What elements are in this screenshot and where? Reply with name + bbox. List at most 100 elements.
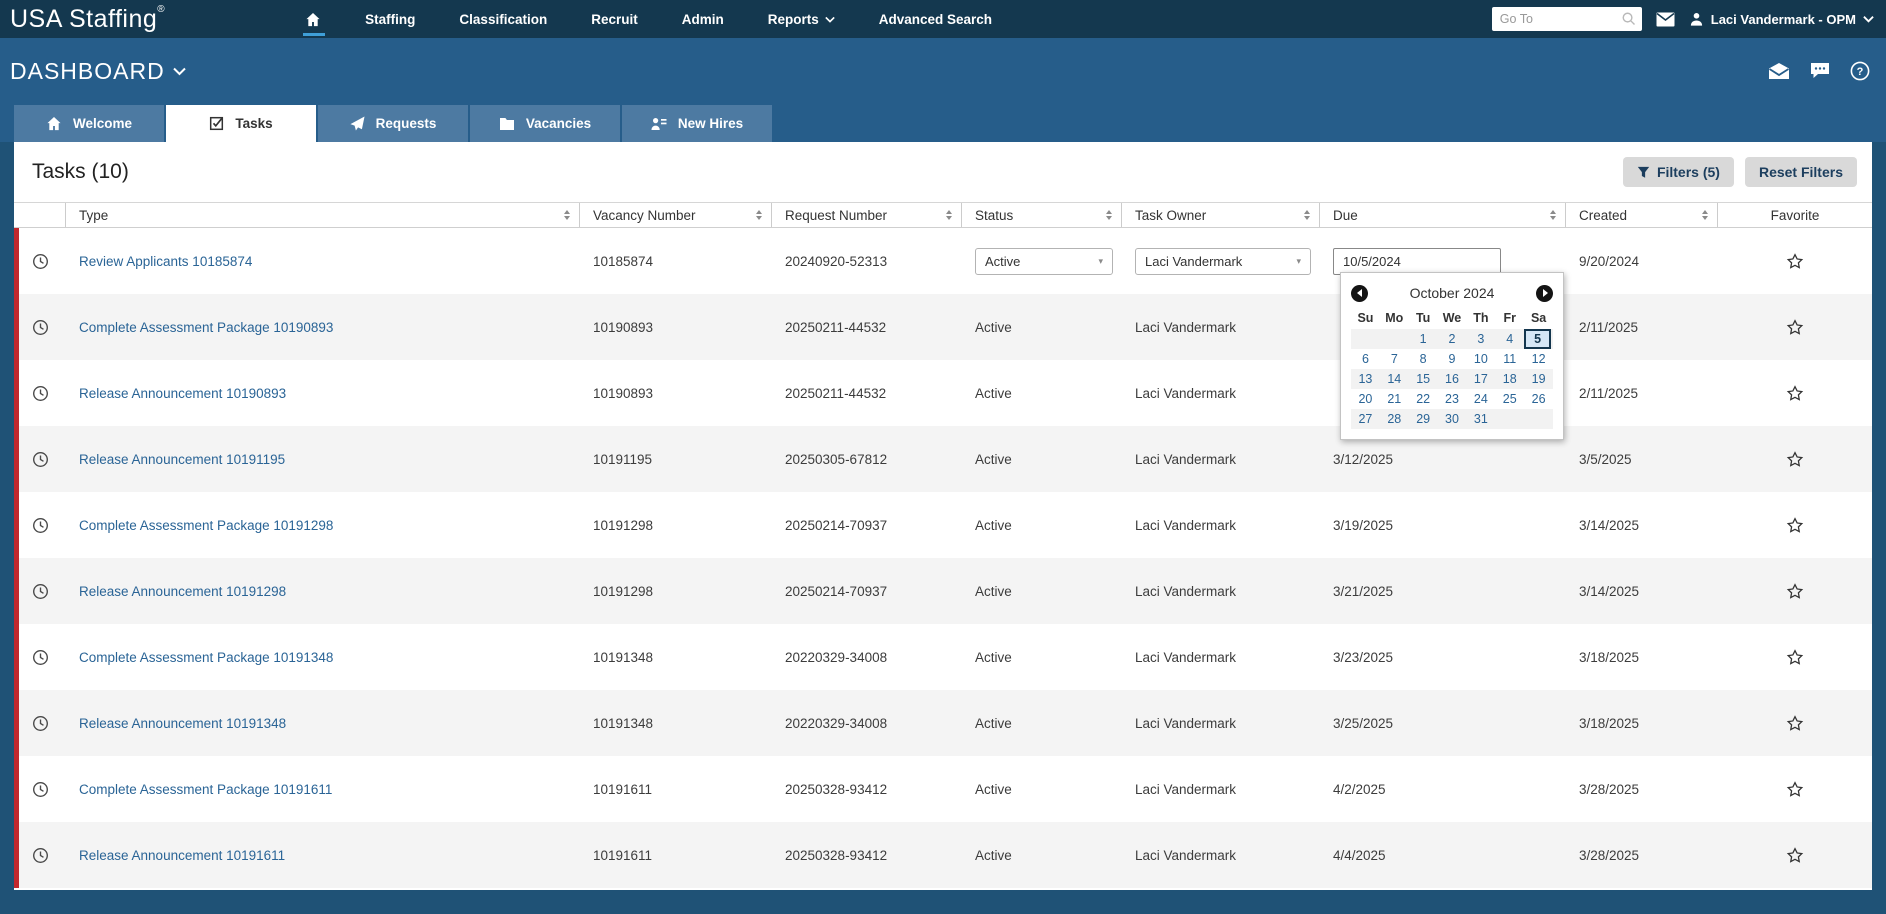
column-header-status[interactable]: Status <box>962 203 1122 227</box>
task-link[interactable]: Release Announcement 10191298 <box>79 584 286 599</box>
calendar-day[interactable]: 21 <box>1380 389 1409 409</box>
calendar-day-header: We <box>1438 307 1467 329</box>
favorite-star-icon[interactable] <box>1786 847 1804 864</box>
due-date-input[interactable] <box>1333 248 1501 275</box>
calendar-day[interactable]: 6 <box>1351 349 1380 369</box>
calendar-day[interactable]: 16 <box>1438 369 1467 389</box>
column-header-request-number[interactable]: Request Number <box>772 203 962 227</box>
tab-tasks[interactable]: Tasks <box>166 105 316 142</box>
nav-item-advanced-search[interactable]: Advanced Search <box>879 12 992 27</box>
task-link[interactable]: Release Announcement 10191611 <box>79 848 285 863</box>
sort-icon[interactable] <box>564 210 570 220</box>
task-link[interactable]: Review Applicants 10185874 <box>79 254 252 269</box>
nav-item-home[interactable] <box>305 12 321 27</box>
chat-icon[interactable] <box>1810 62 1830 80</box>
tab-vacancies[interactable]: Vacancies <box>470 105 620 142</box>
nav-item-reports[interactable]: Reports <box>768 12 835 27</box>
reset-filters-button[interactable]: Reset Filters <box>1745 157 1857 187</box>
favorite-star-icon[interactable] <box>1786 781 1804 798</box>
calendar-day[interactable]: 3 <box>1466 329 1495 349</box>
task-link[interactable]: Complete Assessment Package 10191611 <box>79 782 332 797</box>
sort-icon[interactable] <box>946 210 952 220</box>
calendar-day[interactable]: 7 <box>1380 349 1409 369</box>
column-header-task-owner[interactable]: Task Owner <box>1122 203 1320 227</box>
calendar-day[interactable]: 9 <box>1438 349 1467 369</box>
column-header-due[interactable]: Due <box>1320 203 1566 227</box>
task-link[interactable]: Complete Assessment Package 10191298 <box>79 518 333 533</box>
favorite-star-icon[interactable] <box>1786 649 1804 666</box>
calendar-day[interactable]: 15 <box>1409 369 1438 389</box>
column-header-type[interactable]: Type <box>66 203 580 227</box>
column-header-created[interactable]: Created <box>1566 203 1718 227</box>
nav-item-recruit[interactable]: Recruit <box>591 12 638 27</box>
calendar-day-selected[interactable]: 5 <box>1524 329 1551 349</box>
calendar-day[interactable]: 12 <box>1524 349 1553 369</box>
calendar-prev-icon[interactable] <box>1351 285 1368 302</box>
clock-icon <box>32 253 49 270</box>
status-value: Active <box>975 452 1012 467</box>
tab-requests[interactable]: Requests <box>318 105 468 142</box>
favorite-star-icon[interactable] <box>1786 385 1804 402</box>
tab-welcome[interactable]: Welcome <box>14 105 164 142</box>
status-value: Active <box>975 716 1012 731</box>
user-menu[interactable]: Laci Vandermark - OPM <box>1689 11 1874 27</box>
calendar-week-row: 13141516171819 <box>1351 369 1553 389</box>
favorite-star-icon[interactable] <box>1786 583 1804 600</box>
calendar-day[interactable]: 29 <box>1409 409 1438 429</box>
dashboard-menu[interactable]: DASHBOARD <box>10 58 186 85</box>
mail-icon[interactable] <box>1656 12 1675 27</box>
calendar-day[interactable]: 2 <box>1438 329 1467 349</box>
nav-item-classification[interactable]: Classification <box>459 12 547 27</box>
calendar-day[interactable]: 20 <box>1351 389 1380 409</box>
task-link[interactable]: Release Announcement 10191348 <box>79 716 286 731</box>
task-owner-value: Laci Vandermark <box>1135 716 1236 731</box>
calendar-day[interactable]: 10 <box>1466 349 1495 369</box>
calendar-day[interactable]: 24 <box>1466 389 1495 409</box>
tab-strip: WelcomeTasksRequestsVacanciesNew Hires <box>0 104 1886 142</box>
calendar-next-icon[interactable] <box>1536 285 1553 302</box>
status-select[interactable]: Active▾ <box>975 248 1113 275</box>
favorite-star-icon[interactable] <box>1786 715 1804 732</box>
task-link[interactable]: Release Announcement 10191195 <box>79 452 285 467</box>
nav-item-staffing[interactable]: Staffing <box>365 12 415 27</box>
task-link[interactable]: Complete Assessment Package 10190893 <box>79 320 333 335</box>
calendar-day[interactable]: 27 <box>1351 409 1380 429</box>
column-header-vacancy-number[interactable]: Vacancy Number <box>580 203 772 227</box>
calendar-day[interactable]: 30 <box>1438 409 1467 429</box>
calendar-day[interactable]: 25 <box>1495 389 1524 409</box>
search-icon[interactable] <box>1621 11 1636 31</box>
calendar-day[interactable]: 4 <box>1495 329 1524 349</box>
calendar-day[interactable]: 22 <box>1409 389 1438 409</box>
sort-icon[interactable] <box>1106 210 1112 220</box>
calendar-day[interactable]: 17 <box>1466 369 1495 389</box>
calendar-day[interactable]: 19 <box>1524 369 1553 389</box>
calendar-day[interactable]: 11 <box>1495 349 1524 369</box>
help-icon[interactable]: ? <box>1850 61 1870 81</box>
chevron-down-icon <box>1863 15 1874 23</box>
calendar-day[interactable]: 18 <box>1495 369 1524 389</box>
calendar-day[interactable]: 26 <box>1524 389 1553 409</box>
calendar-day[interactable]: 31 <box>1466 409 1495 429</box>
calendar-day[interactable]: 13 <box>1351 369 1380 389</box>
inbox-icon[interactable] <box>1768 62 1790 80</box>
calendar-day[interactable]: 23 <box>1438 389 1467 409</box>
favorite-star-icon[interactable] <box>1786 517 1804 534</box>
task-link[interactable]: Complete Assessment Package 10191348 <box>79 650 333 665</box>
calendar-day[interactable]: 1 <box>1409 329 1438 349</box>
sort-icon[interactable] <box>1304 210 1310 220</box>
calendar-day[interactable]: 14 <box>1380 369 1409 389</box>
filters-button[interactable]: Filters (5) <box>1623 157 1734 187</box>
tab-new-hires[interactable]: New Hires <box>622 105 772 142</box>
task-owner-select[interactable]: Laci Vandermark▾ <box>1135 248 1311 275</box>
favorite-star-icon[interactable] <box>1786 451 1804 468</box>
favorite-star-icon[interactable] <box>1786 253 1804 270</box>
calendar-day[interactable]: 8 <box>1409 349 1438 369</box>
favorite-star-icon[interactable] <box>1786 319 1804 336</box>
sort-icon[interactable] <box>1702 210 1708 220</box>
goto-search-input[interactable] <box>1492 7 1642 31</box>
nav-item-admin[interactable]: Admin <box>682 12 724 27</box>
calendar-day[interactable]: 28 <box>1380 409 1409 429</box>
sort-icon[interactable] <box>1550 210 1556 220</box>
sort-icon[interactable] <box>756 210 762 220</box>
task-link[interactable]: Release Announcement 10190893 <box>79 386 286 401</box>
